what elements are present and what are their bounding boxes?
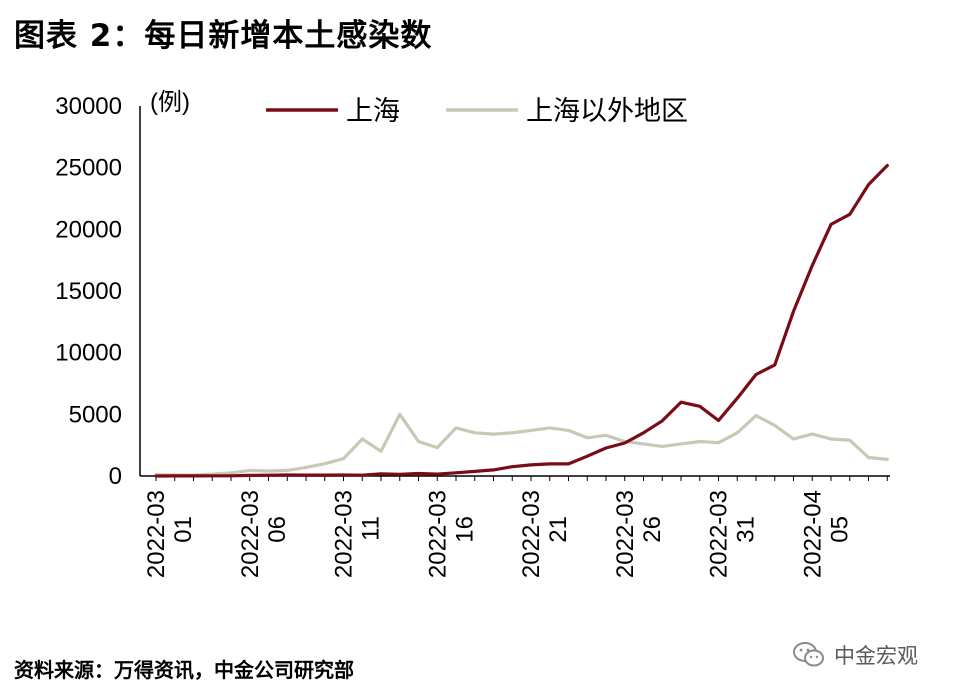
plot-area: [154, 163, 889, 478]
y-tick-label: 10000: [55, 340, 122, 367]
x-tick-label: 2022-03 01: [143, 490, 197, 578]
x-tick-label-month: 2022-03: [424, 490, 451, 578]
y-tick-label: 15000: [55, 278, 122, 305]
y-axis-unit-label: (例): [150, 89, 190, 116]
legend-label: 上海: [346, 96, 400, 127]
wechat-icon: [793, 642, 824, 667]
y-tick-label: 20000: [55, 216, 122, 243]
x-tick-label-day: 26: [639, 516, 666, 543]
x-tick-label: 2022-03 11: [331, 490, 385, 578]
x-tick-label-month: 2022-03: [331, 490, 358, 578]
x-axis: 2022-03 01 2022-03 06 2022-03 11 2022-03 16 2022…: [140, 475, 890, 578]
y-tick-label: 0: [109, 463, 122, 490]
watermark-text: 中金宏观: [834, 644, 918, 668]
x-tick-label: 2022-03 06: [237, 490, 291, 578]
watermark: 中金宏观: [792, 638, 918, 672]
y-tick-label: 30000: [55, 93, 122, 120]
x-tick-label: 2022-03 21: [518, 490, 572, 578]
x-tick-label-month: 2022-03: [612, 490, 639, 578]
y-axis: 0 5000 10000 15000 20000 25000 30000: [55, 93, 141, 490]
source-note: 资料来源：万得资讯，中金公司研究部: [14, 658, 354, 682]
x-tick-label-day: 01: [170, 516, 197, 543]
x-tick-label: 2022-03 16: [424, 490, 478, 578]
x-tick-label-month: 2022-03: [237, 490, 264, 578]
y-tick-label: 25000: [55, 155, 122, 182]
legend: 上海 上海以外地区: [266, 96, 688, 127]
x-tick-label-day: 21: [545, 516, 572, 543]
series-line-outside-shanghai: [154, 412, 889, 477]
legend-item-outside-shanghai: 上海以外地区: [446, 96, 688, 127]
x-tick-label-day: 06: [264, 516, 291, 543]
legend-item-shanghai: 上海: [266, 96, 400, 127]
x-tick-label-month: 2022-03: [706, 490, 733, 578]
chart-title: 图表 2：每日新增本土感染数: [14, 18, 433, 54]
x-tick-label-day: 31: [733, 516, 760, 543]
legend-label: 上海以外地区: [526, 96, 688, 127]
x-tick-label-month: 2022-03: [518, 490, 545, 578]
x-tick-label-month: 2022-03: [143, 490, 170, 578]
series-line-shanghai: [154, 163, 889, 478]
x-tick-label: 2022-03 31: [706, 490, 760, 578]
x-tick-label-month: 2022-04: [799, 490, 826, 578]
y-tick-label: 5000: [69, 401, 122, 428]
x-tick-label: 2022-04 05: [799, 490, 853, 578]
x-tick-label-day: 16: [451, 516, 478, 543]
x-tick-label-day: 05: [826, 516, 853, 543]
x-tick-label: 2022-03 26: [612, 490, 666, 578]
x-tick-label-day: 11: [358, 516, 385, 541]
